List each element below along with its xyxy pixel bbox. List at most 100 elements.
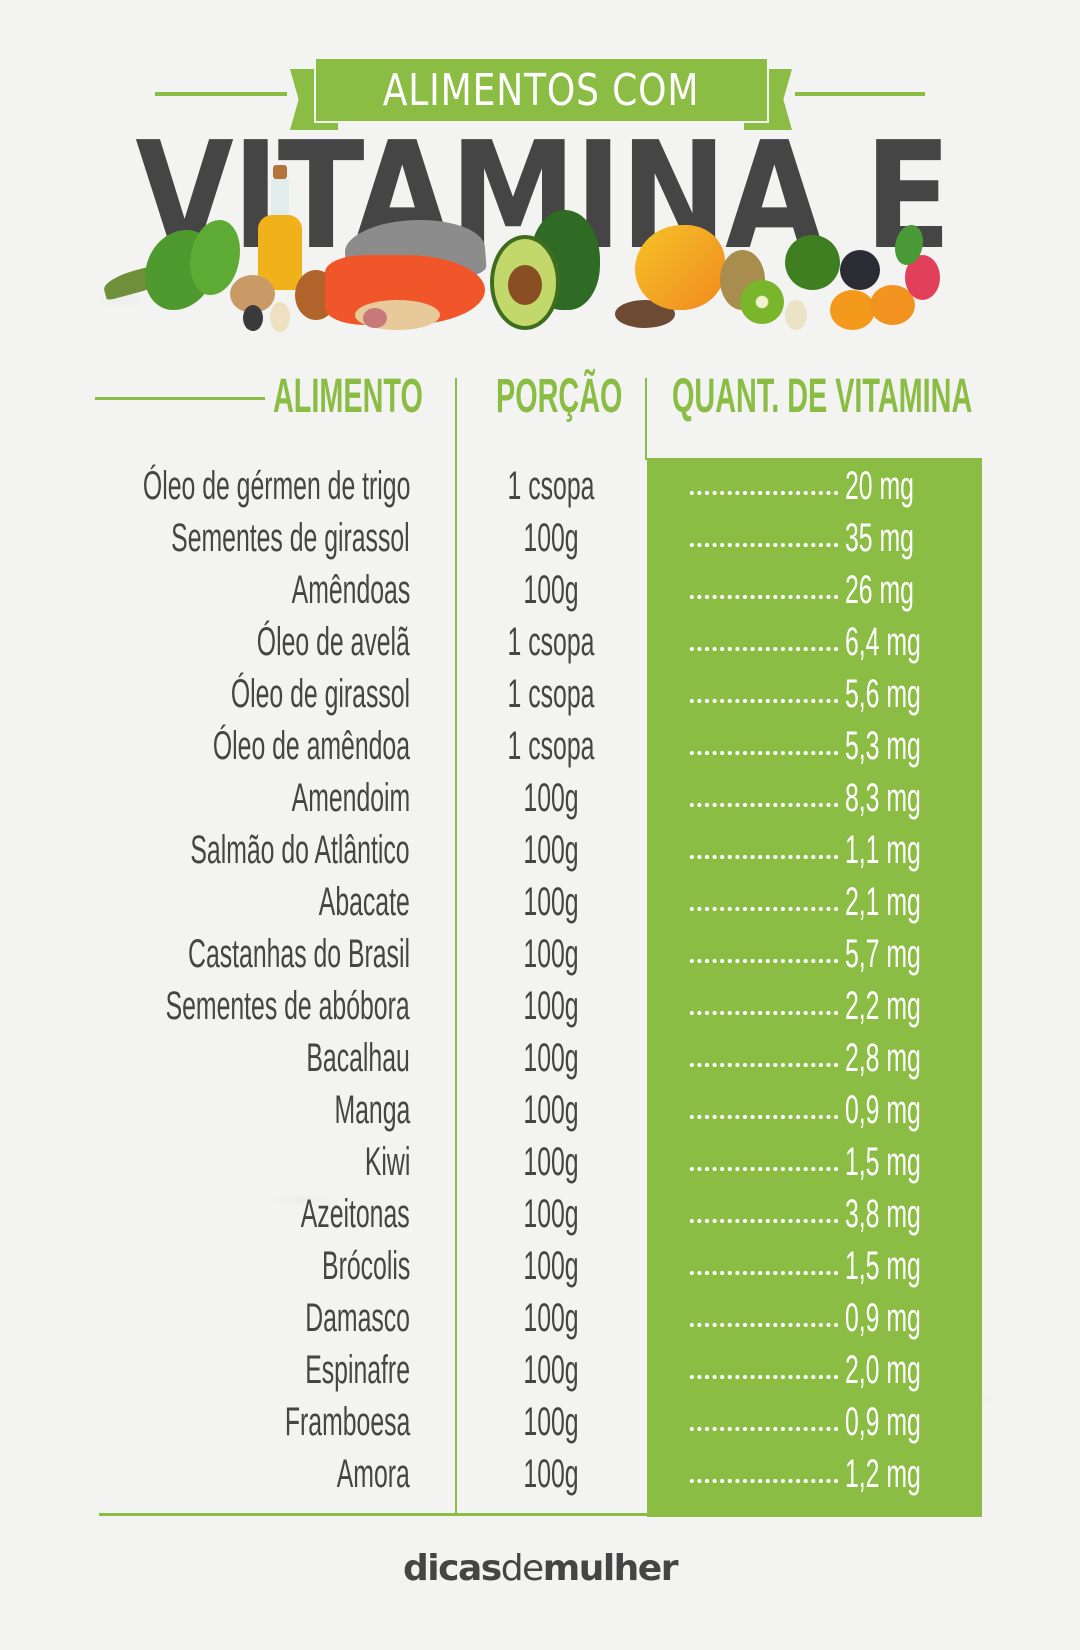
food-name: Bacalhau [306,1036,410,1080]
vitamin-amount: 8,3 mg [845,776,921,820]
header-decorative-line [95,397,265,400]
vitamin-amount: 5,6 mg [845,672,921,716]
food-name: Amendoim [291,776,410,820]
vitamin-amount: 0,9 mg [845,1400,921,1444]
dot-leader [688,906,840,912]
broccoli-icon [785,235,840,290]
dot-leader [688,958,840,964]
vitamin-amount: 1,5 mg [845,1244,921,1288]
table-row: Amendoim 100g 8,3 mg [0,772,1080,824]
vitamin-amount: 5,3 mg [845,724,921,768]
vitamin-amount: 20 mg [845,464,914,508]
table-row: Sementes de abóbora 100g 2,2 mg [0,980,1080,1032]
portion: 100g [523,1348,579,1392]
table-row: Óleo de avelã 1 csopa 6,4 mg [0,616,1080,668]
table-row: Azeitonas 100g 3,8 mg [0,1188,1080,1240]
portion: 1 csopa [507,620,595,664]
dot-leader [688,1114,840,1120]
logo-part-de: de [500,1548,545,1589]
logo-part-mulher: mulher [542,1548,679,1589]
vitamin-amount: 35 mg [845,516,914,560]
food-name: Óleo de avelã [256,620,410,664]
food-illustration [95,165,975,340]
table-row: Bacalhau 100g 2,8 mg [0,1032,1080,1084]
portion: 1 csopa [507,724,595,768]
table-row: Manga 100g 0,9 mg [0,1084,1080,1136]
table-row: Salmão do Atlântico 100g 1,1 mg [0,824,1080,876]
amount-column-background [647,458,982,1517]
portion: 1 csopa [507,672,595,716]
table-row: Damasco 100g 0,9 mg [0,1292,1080,1344]
portion: 100g [523,568,579,612]
portion: 100g [523,880,579,924]
column-divider-2 [645,378,647,460]
decorative-line-left [155,92,287,96]
dot-leader [688,698,840,704]
vitamin-amount: 1,2 mg [845,1452,921,1496]
table-row: Brócolis 100g 1,5 mg [0,1240,1080,1292]
sunflower-seeds-icon [243,305,263,331]
logo-part-dicas: dicas [403,1548,502,1589]
portion: 100g [523,1452,579,1496]
vitamin-amount: 26 mg [845,568,914,612]
portion: 100g [523,1192,579,1236]
avocado-icon [490,210,610,330]
portion: 100g [523,1088,579,1132]
brand-logo: dicas de mulher [400,1548,680,1592]
table-row: Abacate 100g 2,1 mg [0,876,1080,928]
column-header-food: ALIMENTO [273,370,423,423]
dot-leader [688,1322,840,1328]
red-peanut-icon [363,308,387,328]
table-row: Castanhas do Brasil 100g 5,7 mg [0,928,1080,980]
dot-leader [688,1166,840,1172]
food-name: Brócolis [321,1244,410,1288]
apricot-icon [830,290,875,330]
vitamin-amount: 2,1 mg [845,880,921,924]
food-name: Óleo de girassol [230,672,410,716]
dot-leader [688,1218,840,1224]
column-header-amount: QUANT. DE VITAMINA [672,370,973,423]
dot-leader [688,542,840,548]
portion: 1 csopa [507,464,595,508]
dot-leader [688,646,840,652]
food-name: Framboesa [284,1400,410,1444]
portion: 100g [523,984,579,1028]
dot-leader [688,490,840,496]
table-row: Espinafre 100g 2,0 mg [0,1344,1080,1396]
portion: 100g [523,1140,579,1184]
vitamin-amount: 1,5 mg [845,1140,921,1184]
blackberry-icon [840,250,880,290]
mango-icon [635,225,725,310]
almond-icon [270,302,290,332]
portion: 100g [523,1400,579,1444]
dot-leader [688,802,840,808]
table-row: Framboesa 100g 0,9 mg [0,1396,1080,1448]
dot-leader [688,1010,840,1016]
subtitle-banner-text: ALIMENTOS COM [383,64,700,116]
portion: 100g [523,776,579,820]
column-header-portion: PORÇÃO [496,370,623,423]
vitamin-amount: 0,9 mg [845,1296,921,1340]
column-divider-1 [455,378,457,1515]
portion: 100g [523,1244,579,1288]
table-row: Amêndoas 100g 26 mg [0,564,1080,616]
dot-leader [688,1374,840,1380]
portion: 100g [523,828,579,872]
portion: 100g [523,1036,579,1080]
dot-leader [688,1270,840,1276]
vitamin-amount: 3,8 mg [845,1192,921,1236]
vitamin-amount: 2,8 mg [845,1036,921,1080]
food-name: Castanhas do Brasil [188,932,410,976]
vitamin-amount: 6,4 mg [845,620,921,664]
vitamin-amount: 2,2 mg [845,984,921,1028]
table-row: Sementes de girassol 100g 35 mg [0,512,1080,564]
olive-oil-bottle-icon [255,165,305,290]
food-name: Sementes de abóbora [165,984,410,1028]
dot-leader [688,1426,840,1432]
table-row: Óleo de gérmen de trigo 1 csopa 20 mg [0,460,1080,512]
dot-leader [688,594,840,600]
decorative-line-right [795,92,925,96]
dot-leader [688,1478,840,1484]
food-name: Espinafre [305,1348,410,1392]
food-name: Amêndoas [291,568,410,612]
